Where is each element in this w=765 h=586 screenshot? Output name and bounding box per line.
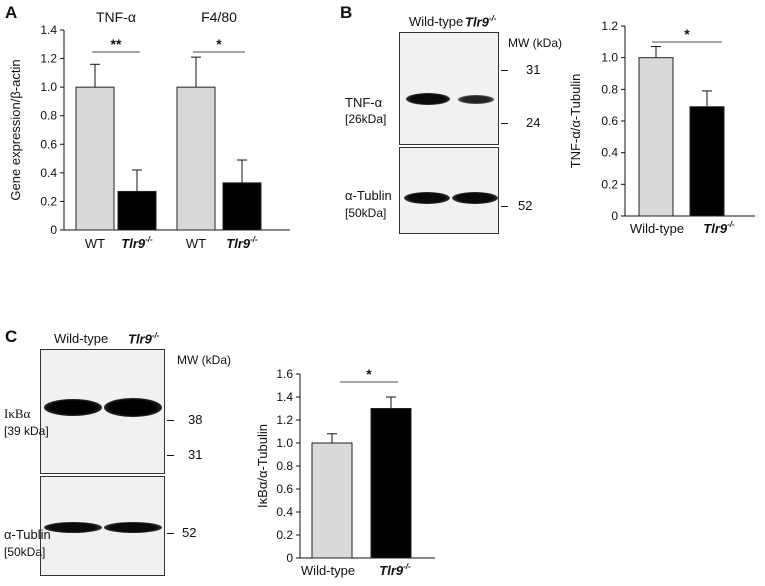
blot-c-top-membrane [40, 349, 165, 474]
y-tick-label: 1.2 [276, 413, 293, 427]
x-tick-label: Tlr9-/- [226, 235, 258, 251]
blot-b-marker-tick [501, 123, 508, 124]
blot-c-marker-52: 52 [182, 525, 197, 540]
blot-c-protein-ikba: IκBα [4, 406, 31, 421]
y-tick-label: 0.2 [40, 194, 57, 208]
y-tick-label: 1.4 [276, 390, 293, 404]
panel-letter-a: A [5, 3, 18, 22]
y-tick-label: 0.8 [40, 109, 57, 123]
x-tick-label: WT [186, 236, 206, 251]
blot-b-size-tnf: [26kDa] [345, 112, 387, 126]
blot-c-protein-tubulin: α-Tublin [4, 527, 51, 542]
x-tick-label: Tlr9-/- [121, 235, 153, 251]
bar [689, 106, 725, 217]
bar [311, 442, 353, 559]
panel-letter-c: C [5, 327, 18, 346]
y-tick-label: 0.4 [276, 505, 293, 519]
blot-c-size-tubulin: [50kDa] [4, 545, 46, 559]
blot-b-tnf-band-wt [406, 93, 450, 105]
blot-b-tnf-band-ko [458, 95, 494, 104]
y-tick-label: 0.2 [276, 528, 293, 542]
y-tick-label: 1.0 [40, 80, 57, 94]
blot-c-marker-31: 31 [188, 447, 203, 462]
group-title: F4/80 [201, 9, 237, 25]
x-tick-label: Wild-type [630, 221, 684, 236]
blot-c-ikba-band-wt [44, 399, 102, 416]
bar [117, 190, 157, 231]
y-tick-label: 0 [286, 551, 293, 565]
blot-c-lane-tlr9: Tlr9-/- [128, 331, 160, 347]
blot-b-mw-header: MW (kDa) [508, 36, 562, 50]
significance-marker: * [684, 26, 690, 42]
blot-b-tubulin-band-ko [452, 192, 498, 204]
blot-c-marker-tick [167, 420, 174, 421]
x-tick-label: WT [85, 236, 105, 251]
bar [176, 86, 216, 231]
chart-b-tnf-tubulin: 0 0.2 0.4 0.6 0.8 1.0 1.2 TNF-α/α-Tubulin * Wild-… [568, 19, 755, 236]
y-tick-label: 0.6 [276, 482, 293, 496]
y-axis-label: Gene expression/β-actin [8, 59, 23, 200]
chart-c-ikba-tubulin: 0 0.2 0.4 0.6 0.8 1.0 1.2 1.4 1.6 IκBα/α-Tubulin *… [255, 366, 435, 578]
blot-b-top-membrane [399, 32, 499, 145]
blot-b-marker-52: 52 [518, 198, 533, 213]
chart-a-gene-expression: 0 0.2 0.4 0.6 0.8 1.0 1.2 1.4 Gene expression/β-… [8, 9, 290, 251]
blot-b-lane-tlr9: Tlr9-/- [465, 14, 497, 30]
y-tick-label: 0.8 [276, 459, 293, 473]
blot-b-marker-tick [501, 206, 508, 207]
blot-b-marker-31: 31 [526, 62, 541, 77]
blot-c-ikba-band-ko [104, 398, 162, 417]
blot-b-protein-tnf: TNF-α [345, 95, 383, 110]
blot-b-protein-tubulin: α-Tublin [345, 188, 392, 203]
y-tick-label: 1.6 [276, 367, 293, 381]
blot-c-lane-wildtype: Wild-type [54, 331, 109, 346]
bar [370, 408, 412, 559]
blot-c-mw-header: MW (kDa) [177, 353, 231, 367]
significance-marker: * [366, 366, 372, 382]
y-tick-label: 0.8 [601, 82, 618, 96]
blot-c-tubulin-band-ko [104, 522, 162, 533]
blot-b-tubulin-band-wt [404, 192, 450, 204]
panel-letter-b: B [340, 3, 353, 22]
y-tick-label: 1.0 [276, 436, 293, 450]
x-tick-label: Tlr9-/- [379, 562, 411, 578]
blot-b-size-tubulin: [50kDa] [345, 206, 387, 220]
bar [222, 182, 262, 231]
y-axis-label: IκBα/α-Tubulin [255, 424, 270, 508]
y-tick-label: 0.4 [601, 146, 618, 160]
y-tick-label: 1.2 [40, 52, 57, 66]
blot-b-marker-tick [501, 70, 508, 71]
x-tick-label: Wild-type [301, 563, 355, 578]
y-tick-label: 1.2 [601, 19, 618, 33]
blot-c-size-ikba: [39 kDa] [4, 424, 49, 438]
significance-marker: * [216, 36, 222, 52]
blot-b-lane-wildtype: Wild-type [409, 14, 464, 29]
y-tick-label: 0.6 [601, 114, 618, 128]
y-tick-label: 0 [50, 223, 57, 237]
y-tick-label: 0.4 [40, 166, 57, 180]
blot-c-marker-38: 38 [188, 412, 203, 427]
blot-c-tubulin-band-wt [44, 522, 102, 533]
y-tick-label: 0.6 [40, 137, 57, 151]
bar [638, 57, 674, 217]
blot-c-marker-tick [167, 533, 174, 534]
y-tick-label: 0 [611, 209, 618, 223]
y-tick-label: 1.0 [601, 51, 618, 65]
x-tick-label: Tlr9-/- [703, 220, 735, 236]
significance-marker: ** [111, 36, 122, 52]
y-tick-label: 1.4 [40, 23, 57, 37]
blot-b-bottom-membrane [399, 147, 499, 234]
blot-b-marker-24: 24 [526, 115, 541, 130]
y-axis-label: TNF-α/α-Tubulin [568, 74, 583, 169]
group-title: TNF-α [96, 9, 136, 25]
blot-c-bottom-membrane [40, 476, 165, 576]
blot-c-marker-tick [167, 455, 174, 456]
bar [75, 86, 115, 231]
y-tick-label: 0.2 [601, 177, 618, 191]
